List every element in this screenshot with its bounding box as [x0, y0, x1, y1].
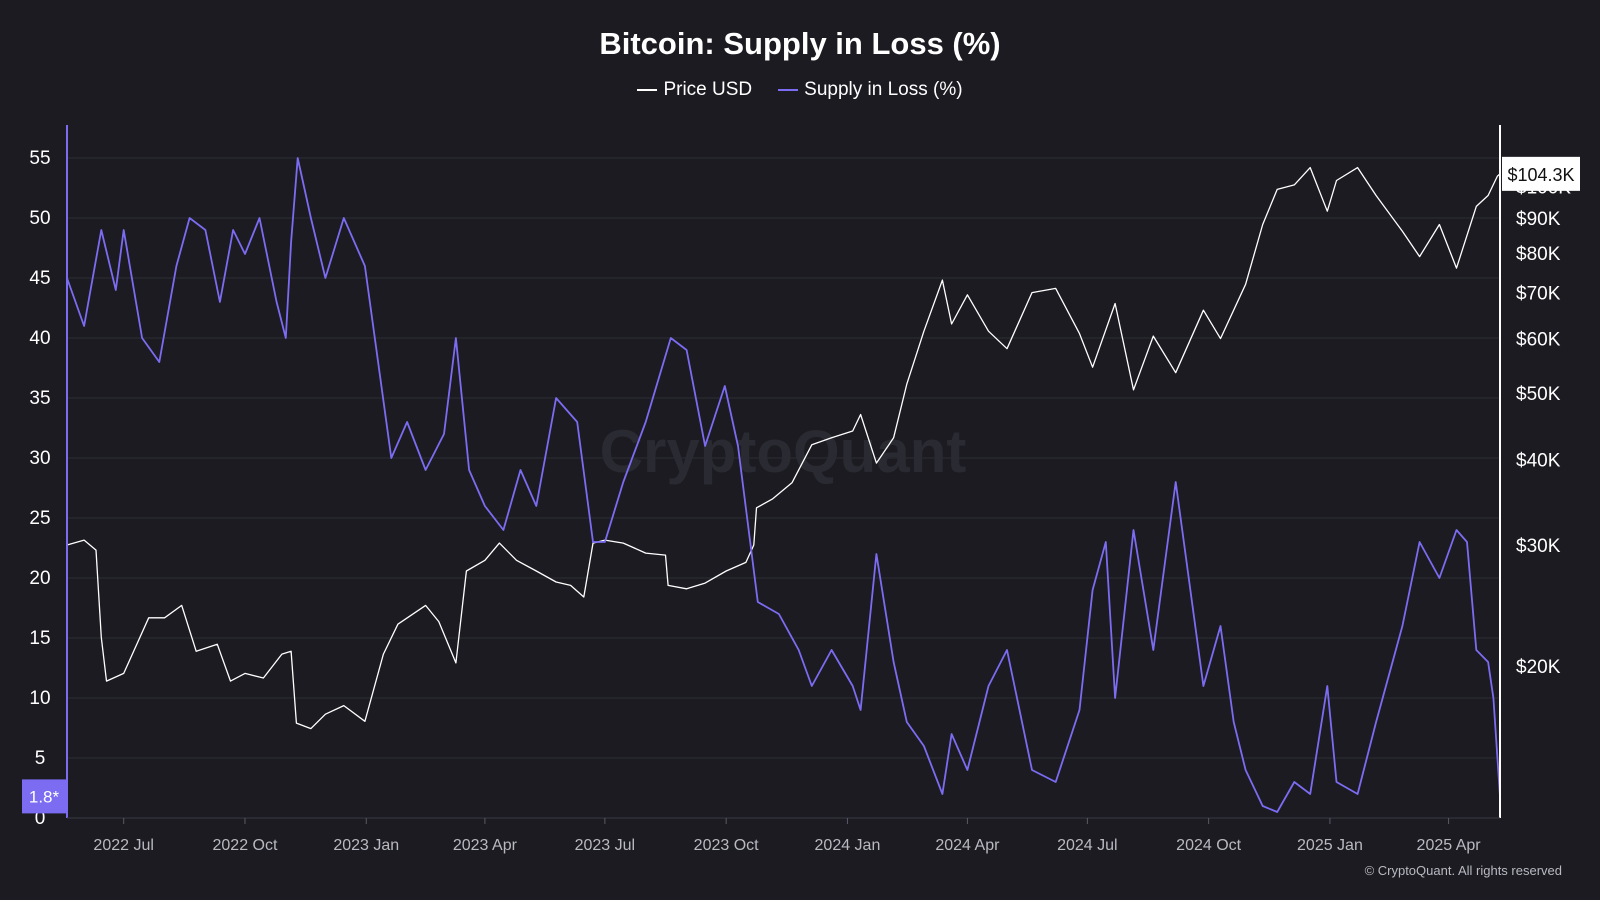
y-left-tick-label: 45 [29, 268, 50, 289]
x-tick-label: 2025 Apr [1417, 837, 1482, 854]
series-line-price [66, 166, 1501, 730]
legend-item-price[interactable]: Price USD [637, 79, 752, 101]
y-left-tick-label: 25 [29, 508, 50, 529]
series-line-supply-in-loss [66, 157, 1501, 813]
y-left-tick-label: 5 [35, 748, 46, 769]
y-right-tick-label: $80K [1516, 244, 1561, 265]
y-left-marker-label: 1.8* [29, 787, 60, 806]
y-left-tick-label: 30 [29, 448, 50, 469]
x-tick-label: 2023 Oct [694, 837, 759, 854]
y-left-tick-label: 15 [29, 628, 50, 649]
legend-swatch-supply-in-loss [778, 89, 799, 91]
x-tick-label: 2022 Oct [213, 837, 278, 854]
x-tick-label: 2023 Jan [333, 837, 399, 854]
y-right-tick-label: $90K [1516, 209, 1561, 230]
copyright-footer: © CryptoQuant. All rights reserved [1364, 863, 1562, 878]
y-right-marker-box [1502, 156, 1580, 191]
y-left-tick-label: 10 [29, 688, 50, 709]
grid-lines [67, 157, 1500, 759]
x-tick-label: 2025 Jan [1297, 837, 1363, 854]
legend-label-price: Price USD [663, 79, 753, 100]
axes: 0 5 10 15 20 25 30 35 40 45 50 55 $20K $30K $40K $50K $6… [22, 125, 1580, 854]
x-tick-label: 2022 Jul [93, 837, 154, 854]
y-left-marker-box [22, 779, 67, 814]
y-left-tick-label: 35 [29, 388, 50, 409]
x-tick-label: 2023 Jul [575, 837, 636, 854]
y-left-tick-label: 0 [35, 808, 46, 829]
y-right-marker-label: $104.3K [1507, 165, 1574, 185]
y-right-tick-label: $70K [1516, 284, 1561, 305]
y-right-tick-label: $20K [1516, 657, 1561, 678]
watermark: CryptoQuant [600, 418, 967, 485]
legend-item-supply-in-loss[interactable]: Supply in Loss (%) [778, 79, 963, 101]
y-left-tick-label: 50 [29, 208, 50, 229]
y-right-tick-label: $50K [1516, 384, 1561, 405]
x-tick-label: 2023 Apr [453, 837, 518, 854]
y-left-tick-label: 55 [29, 148, 50, 169]
chart-title: Bitcoin: Supply in Loss (%) [599, 26, 1001, 61]
x-tick-label: 2024 Apr [935, 837, 1000, 854]
x-tick-label: 2024 Oct [1176, 837, 1241, 854]
y-left-tick-label: 40 [29, 328, 50, 349]
y-right-tick-label: $60K [1516, 330, 1561, 351]
y-left-tick-label: 20 [29, 568, 50, 589]
chart-legend: Price USD Supply in Loss (%) [0, 79, 1600, 101]
y-right-tick-label: $40K [1516, 450, 1561, 471]
x-tick-label: 2024 Jan [815, 837, 881, 854]
legend-swatch-price [637, 89, 658, 91]
legend-label-supply-in-loss: Supply in Loss (%) [804, 79, 963, 100]
y-right-tick-label: $30K [1516, 536, 1561, 557]
x-tick-label: 2024 Jul [1057, 837, 1118, 854]
series-layer [66, 157, 1501, 813]
